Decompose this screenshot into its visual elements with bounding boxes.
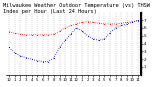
Text: Milwaukee Weather Outdoor Temperature (vs) THSW Index per Hour (Last 24 Hours): Milwaukee Weather Outdoor Temperature (v…	[3, 3, 150, 14]
